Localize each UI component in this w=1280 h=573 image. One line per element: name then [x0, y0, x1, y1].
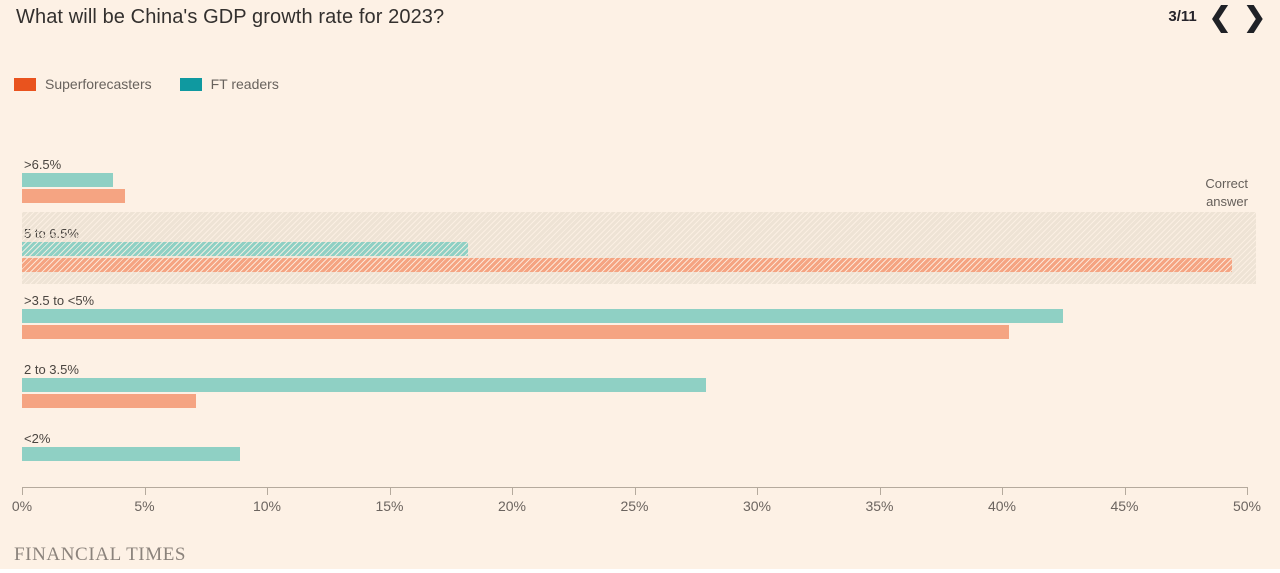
x-tick-label: 5%	[134, 498, 155, 514]
x-tick	[267, 487, 268, 495]
category-label: <2%	[24, 431, 51, 446]
x-tick	[512, 487, 513, 495]
ft-readers-swatch-icon	[179, 77, 202, 91]
x-tick	[1002, 487, 1003, 495]
x-tick-label: 15%	[375, 498, 404, 514]
x-tick	[757, 487, 758, 495]
superforecasters-swatch-icon	[14, 77, 36, 91]
ft-readers-bar	[22, 378, 706, 392]
category-label: 2 to 3.5%	[24, 362, 79, 377]
superforecasters-bar	[22, 325, 1010, 339]
x-tick-label: 25%	[620, 498, 649, 514]
ft-wordmark: FINANCIAL TIMES	[14, 544, 187, 565]
x-tick-label: 45%	[1110, 498, 1139, 514]
x-tick-label: 40%	[987, 498, 1017, 514]
x-tick	[879, 487, 881, 495]
legend-item-ft-readers: FT readers	[179, 76, 279, 92]
x-tick-label: 35%	[865, 498, 894, 514]
superforecasters-bar	[22, 258, 1233, 272]
category-label: >6.5%	[24, 157, 62, 172]
correct-answer-note: Correct answer	[1205, 176, 1248, 209]
x-tick	[1247, 487, 1248, 495]
x-tick	[1124, 487, 1126, 495]
x-tick-label: 0%	[11, 498, 33, 514]
x-tick-label: 50%	[1232, 498, 1262, 514]
x-tick	[389, 487, 391, 495]
superforecasters-bar	[22, 189, 125, 203]
x-tick-label: 20%	[497, 498, 527, 514]
x-tick-label: 30%	[742, 498, 772, 514]
x-tick	[144, 487, 146, 495]
category-label: >3.5 to <5%	[24, 293, 95, 308]
ft-readers-bar	[22, 447, 241, 461]
page-title: What will be China's GDP growth rate for…	[16, 6, 445, 28]
legend-item-superforecasters: Superforecasters	[14, 76, 152, 92]
chevron-right-icon[interactable]: ❯	[1243, 2, 1266, 32]
legend-label: FT readers	[210, 76, 279, 92]
superforecasters-bar	[22, 394, 196, 408]
bottom-divider	[0, 569, 1280, 573]
category-label: 5 to 6.5%	[24, 226, 79, 241]
ft-readers-bar	[22, 242, 468, 256]
legend-label: Superforecasters	[45, 76, 152, 92]
ft-readers-bar	[22, 309, 1064, 323]
chevron-left-icon[interactable]: ❮	[1208, 2, 1232, 32]
carousel-pager: 3/11 ❮ ❯	[1168, 4, 1266, 31]
x-tick-label: 10%	[252, 498, 282, 514]
page-indicator: 3/11	[1168, 8, 1197, 25]
x-tick	[22, 487, 23, 495]
ft-readers-bar	[22, 173, 113, 187]
legend: Superforecasters FT readers	[14, 76, 279, 92]
x-tick	[634, 487, 636, 495]
